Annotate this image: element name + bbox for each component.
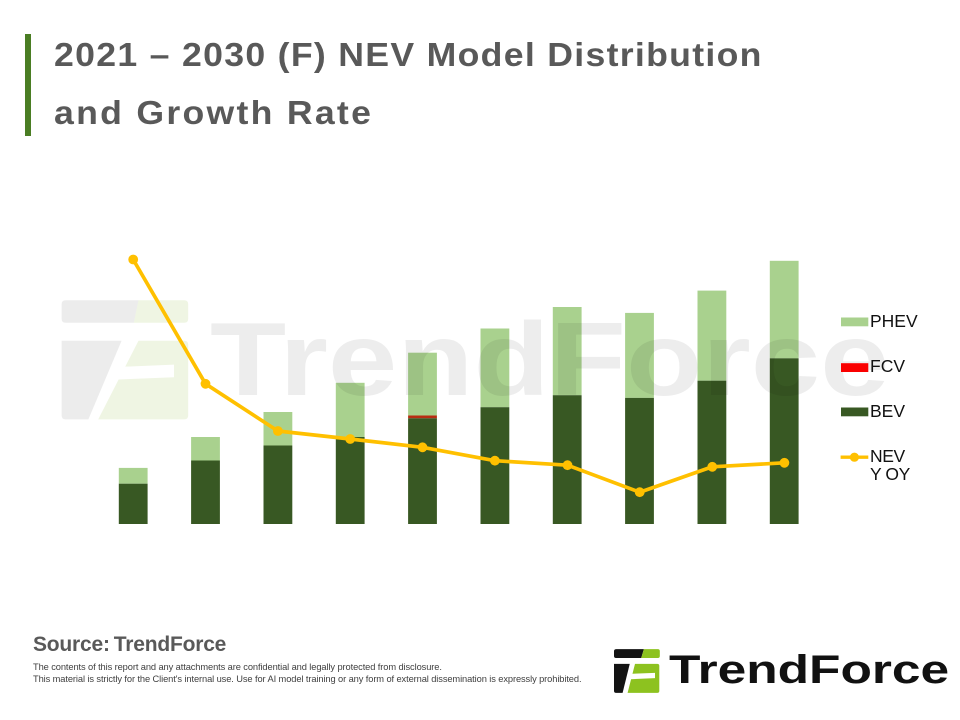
svg-text:TrendForce: TrendForce — [210, 302, 890, 418]
